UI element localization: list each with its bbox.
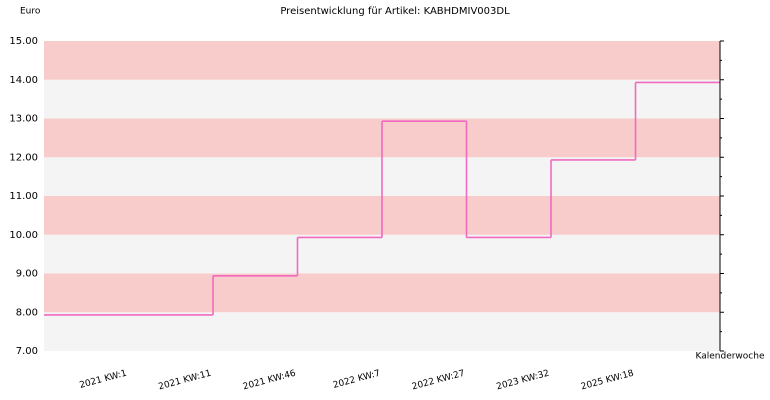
y-tick-label: 8.00 bbox=[16, 307, 38, 318]
y-tick-label: 12.00 bbox=[9, 152, 38, 163]
y-tick-label: 15.00 bbox=[9, 36, 38, 47]
y-tick-label: 13.00 bbox=[9, 114, 38, 125]
x-tick-label: 2022 KW:27 bbox=[411, 369, 466, 393]
grid-band bbox=[44, 312, 720, 351]
grid-band bbox=[44, 273, 720, 313]
y-tick-label: 14.00 bbox=[9, 75, 38, 86]
x-tick-label: 2025 KW:18 bbox=[580, 369, 635, 393]
x-axis-label: Kalenderwoche bbox=[695, 352, 764, 362]
y-tick-label: 7.00 bbox=[16, 346, 38, 357]
chart-title: Preisentwicklung für Artikel: KABHDMIV00… bbox=[280, 6, 510, 17]
x-tick-label: 2023 KW:32 bbox=[495, 369, 550, 393]
grid-band bbox=[44, 234, 720, 274]
y-tick-label: 11.00 bbox=[9, 191, 38, 202]
x-tick-label: 2022 KW:7 bbox=[332, 369, 381, 391]
grid-band bbox=[44, 41, 720, 80]
y-axis-label: Euro bbox=[20, 7, 41, 17]
x-tick-label: 2021 KW:11 bbox=[157, 369, 212, 393]
x-tick-label: 2021 KW:46 bbox=[242, 369, 297, 393]
grid-band bbox=[44, 79, 720, 119]
x-tick-label: 2021 KW:1 bbox=[79, 369, 128, 391]
marks bbox=[44, 81, 720, 316]
y-tick-label: 10.00 bbox=[9, 230, 38, 241]
y-tick-label: 9.00 bbox=[16, 269, 38, 280]
